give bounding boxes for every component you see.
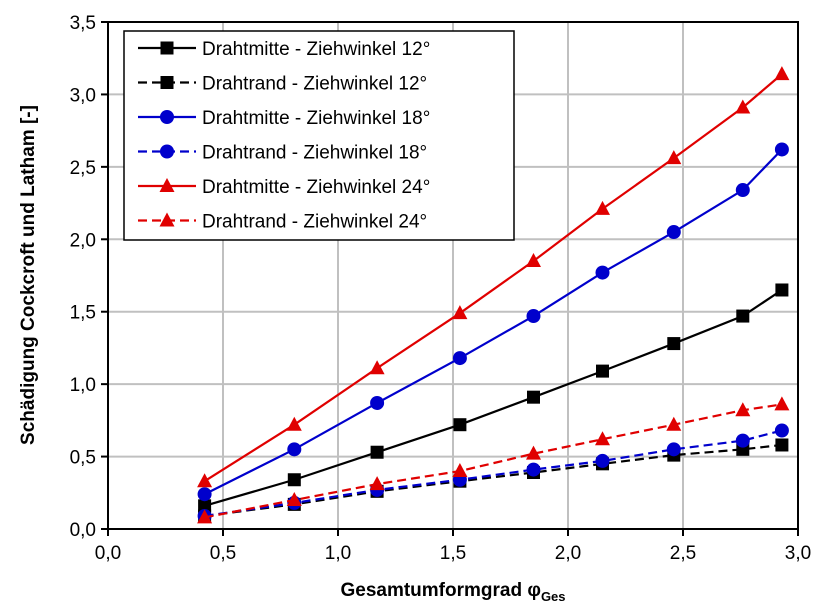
legend-entry: Drahtmitte - Ziehwinkel 12° bbox=[138, 39, 430, 60]
data-point bbox=[526, 309, 541, 324]
data-point bbox=[286, 492, 302, 507]
legend-marker bbox=[159, 178, 175, 192]
series-1 bbox=[198, 283, 789, 513]
data-point bbox=[774, 423, 789, 438]
y-tick-label: 3,5 bbox=[70, 13, 96, 34]
x-axis-label: Gesamtumformgrad φGes bbox=[340, 580, 565, 604]
legend-marker bbox=[160, 41, 174, 55]
y-tick-label: 2,5 bbox=[70, 158, 96, 179]
data-point bbox=[775, 283, 789, 297]
data-point bbox=[666, 225, 681, 240]
data-point bbox=[197, 487, 212, 502]
legend-marker bbox=[159, 212, 175, 227]
legend-marker bbox=[160, 76, 174, 89]
legend-entry: Drahtmitte - Ziehwinkel 18° bbox=[138, 108, 430, 129]
legend-label: Drahtrand - Ziehwinkel 18° bbox=[202, 143, 427, 164]
y-axis-label: Schädigung Cockcroft und Latham [-] bbox=[18, 105, 39, 445]
data-point bbox=[595, 200, 610, 215]
series-4 bbox=[197, 423, 789, 523]
series-line bbox=[204, 403, 783, 519]
series-6 bbox=[197, 396, 790, 524]
data-point bbox=[735, 402, 751, 417]
data-point bbox=[452, 463, 468, 478]
data-point bbox=[287, 442, 302, 457]
legend-entry: Drahtmitte - Ziehwinkel 24° bbox=[138, 177, 430, 198]
legend-entry: Drahtrand - Ziehwinkel 24° bbox=[138, 212, 427, 233]
data-point bbox=[526, 445, 541, 460]
legend-label: Drahtmitte - Ziehwinkel 18° bbox=[202, 108, 430, 129]
x-tick-label: 0,5 bbox=[210, 543, 236, 564]
x-tick-label: 1,0 bbox=[325, 543, 351, 564]
data-point bbox=[198, 499, 212, 513]
y-tick-label: 2,0 bbox=[70, 230, 96, 251]
series-line bbox=[204, 429, 783, 518]
x-tick-label: 2,0 bbox=[555, 543, 581, 564]
data-point bbox=[774, 396, 790, 411]
legend: Drahtmitte - Ziehwinkel 12° Drahtrand - Z… bbox=[123, 30, 515, 241]
data-point bbox=[526, 253, 541, 268]
y-tick-label: 3,0 bbox=[70, 85, 96, 106]
data-point bbox=[370, 395, 385, 410]
data-point bbox=[774, 142, 789, 157]
data-point bbox=[526, 462, 541, 477]
legend-entry: Drahtrand - Ziehwinkel 12° bbox=[138, 74, 427, 95]
y-tick-label: 0,0 bbox=[70, 520, 96, 541]
data-point bbox=[197, 509, 213, 524]
data-point bbox=[286, 416, 302, 431]
y-tick-label: 0,5 bbox=[70, 448, 96, 469]
data-point bbox=[287, 473, 301, 487]
legend-entry: Drahtrand - Ziehwinkel 18° bbox=[138, 143, 427, 164]
y-tick-label: 1,5 bbox=[70, 303, 96, 324]
data-point bbox=[369, 476, 385, 491]
data-point bbox=[595, 431, 610, 446]
data-point bbox=[775, 438, 789, 452]
data-point bbox=[736, 309, 750, 323]
data-point bbox=[453, 418, 467, 432]
legend-marker bbox=[160, 110, 174, 124]
legend-box bbox=[123, 30, 515, 241]
x-axis-label-subscript: Ges bbox=[541, 589, 566, 604]
x-tick-label: 3,0 bbox=[785, 543, 811, 564]
data-point bbox=[452, 351, 467, 366]
data-point bbox=[197, 473, 213, 488]
legend-marker bbox=[160, 144, 174, 159]
legend-label: Drahtrand - Ziehwinkel 12° bbox=[202, 74, 427, 95]
data-point bbox=[666, 150, 682, 165]
data-point bbox=[527, 390, 540, 404]
x-tick-label: 2,5 bbox=[670, 543, 696, 564]
data-point bbox=[666, 442, 681, 457]
series-line bbox=[204, 443, 783, 518]
data-point bbox=[735, 99, 751, 114]
ticks: 0,0 0,5 1,0 1,5 2,0 2,5 3,0 0,0 0,5 1,0 1,5 2,0 2,5 3… bbox=[70, 13, 812, 564]
series-5 bbox=[197, 66, 790, 488]
y-tick-label: 1,0 bbox=[70, 375, 96, 396]
legend-label: Drahtrand - Ziehwinkel 24° bbox=[202, 212, 427, 233]
data-point bbox=[370, 445, 384, 459]
data-point bbox=[667, 337, 681, 351]
series-2 bbox=[198, 438, 789, 523]
data-point bbox=[735, 433, 750, 448]
data-point bbox=[369, 360, 385, 375]
x-tick-label: 1,5 bbox=[440, 543, 466, 564]
data-point bbox=[774, 66, 790, 81]
series-group bbox=[197, 66, 790, 524]
data-point bbox=[595, 453, 610, 468]
data-point bbox=[735, 183, 750, 198]
data-point bbox=[596, 364, 609, 378]
x-tick-label: 0,0 bbox=[95, 543, 121, 564]
data-point bbox=[452, 305, 468, 320]
data-point bbox=[666, 416, 682, 431]
legend-label: Drahtmitte - Ziehwinkel 12° bbox=[202, 39, 430, 60]
series-3 bbox=[197, 142, 789, 502]
legend-label: Drahtmitte - Ziehwinkel 24° bbox=[202, 177, 430, 198]
data-point bbox=[595, 265, 610, 280]
